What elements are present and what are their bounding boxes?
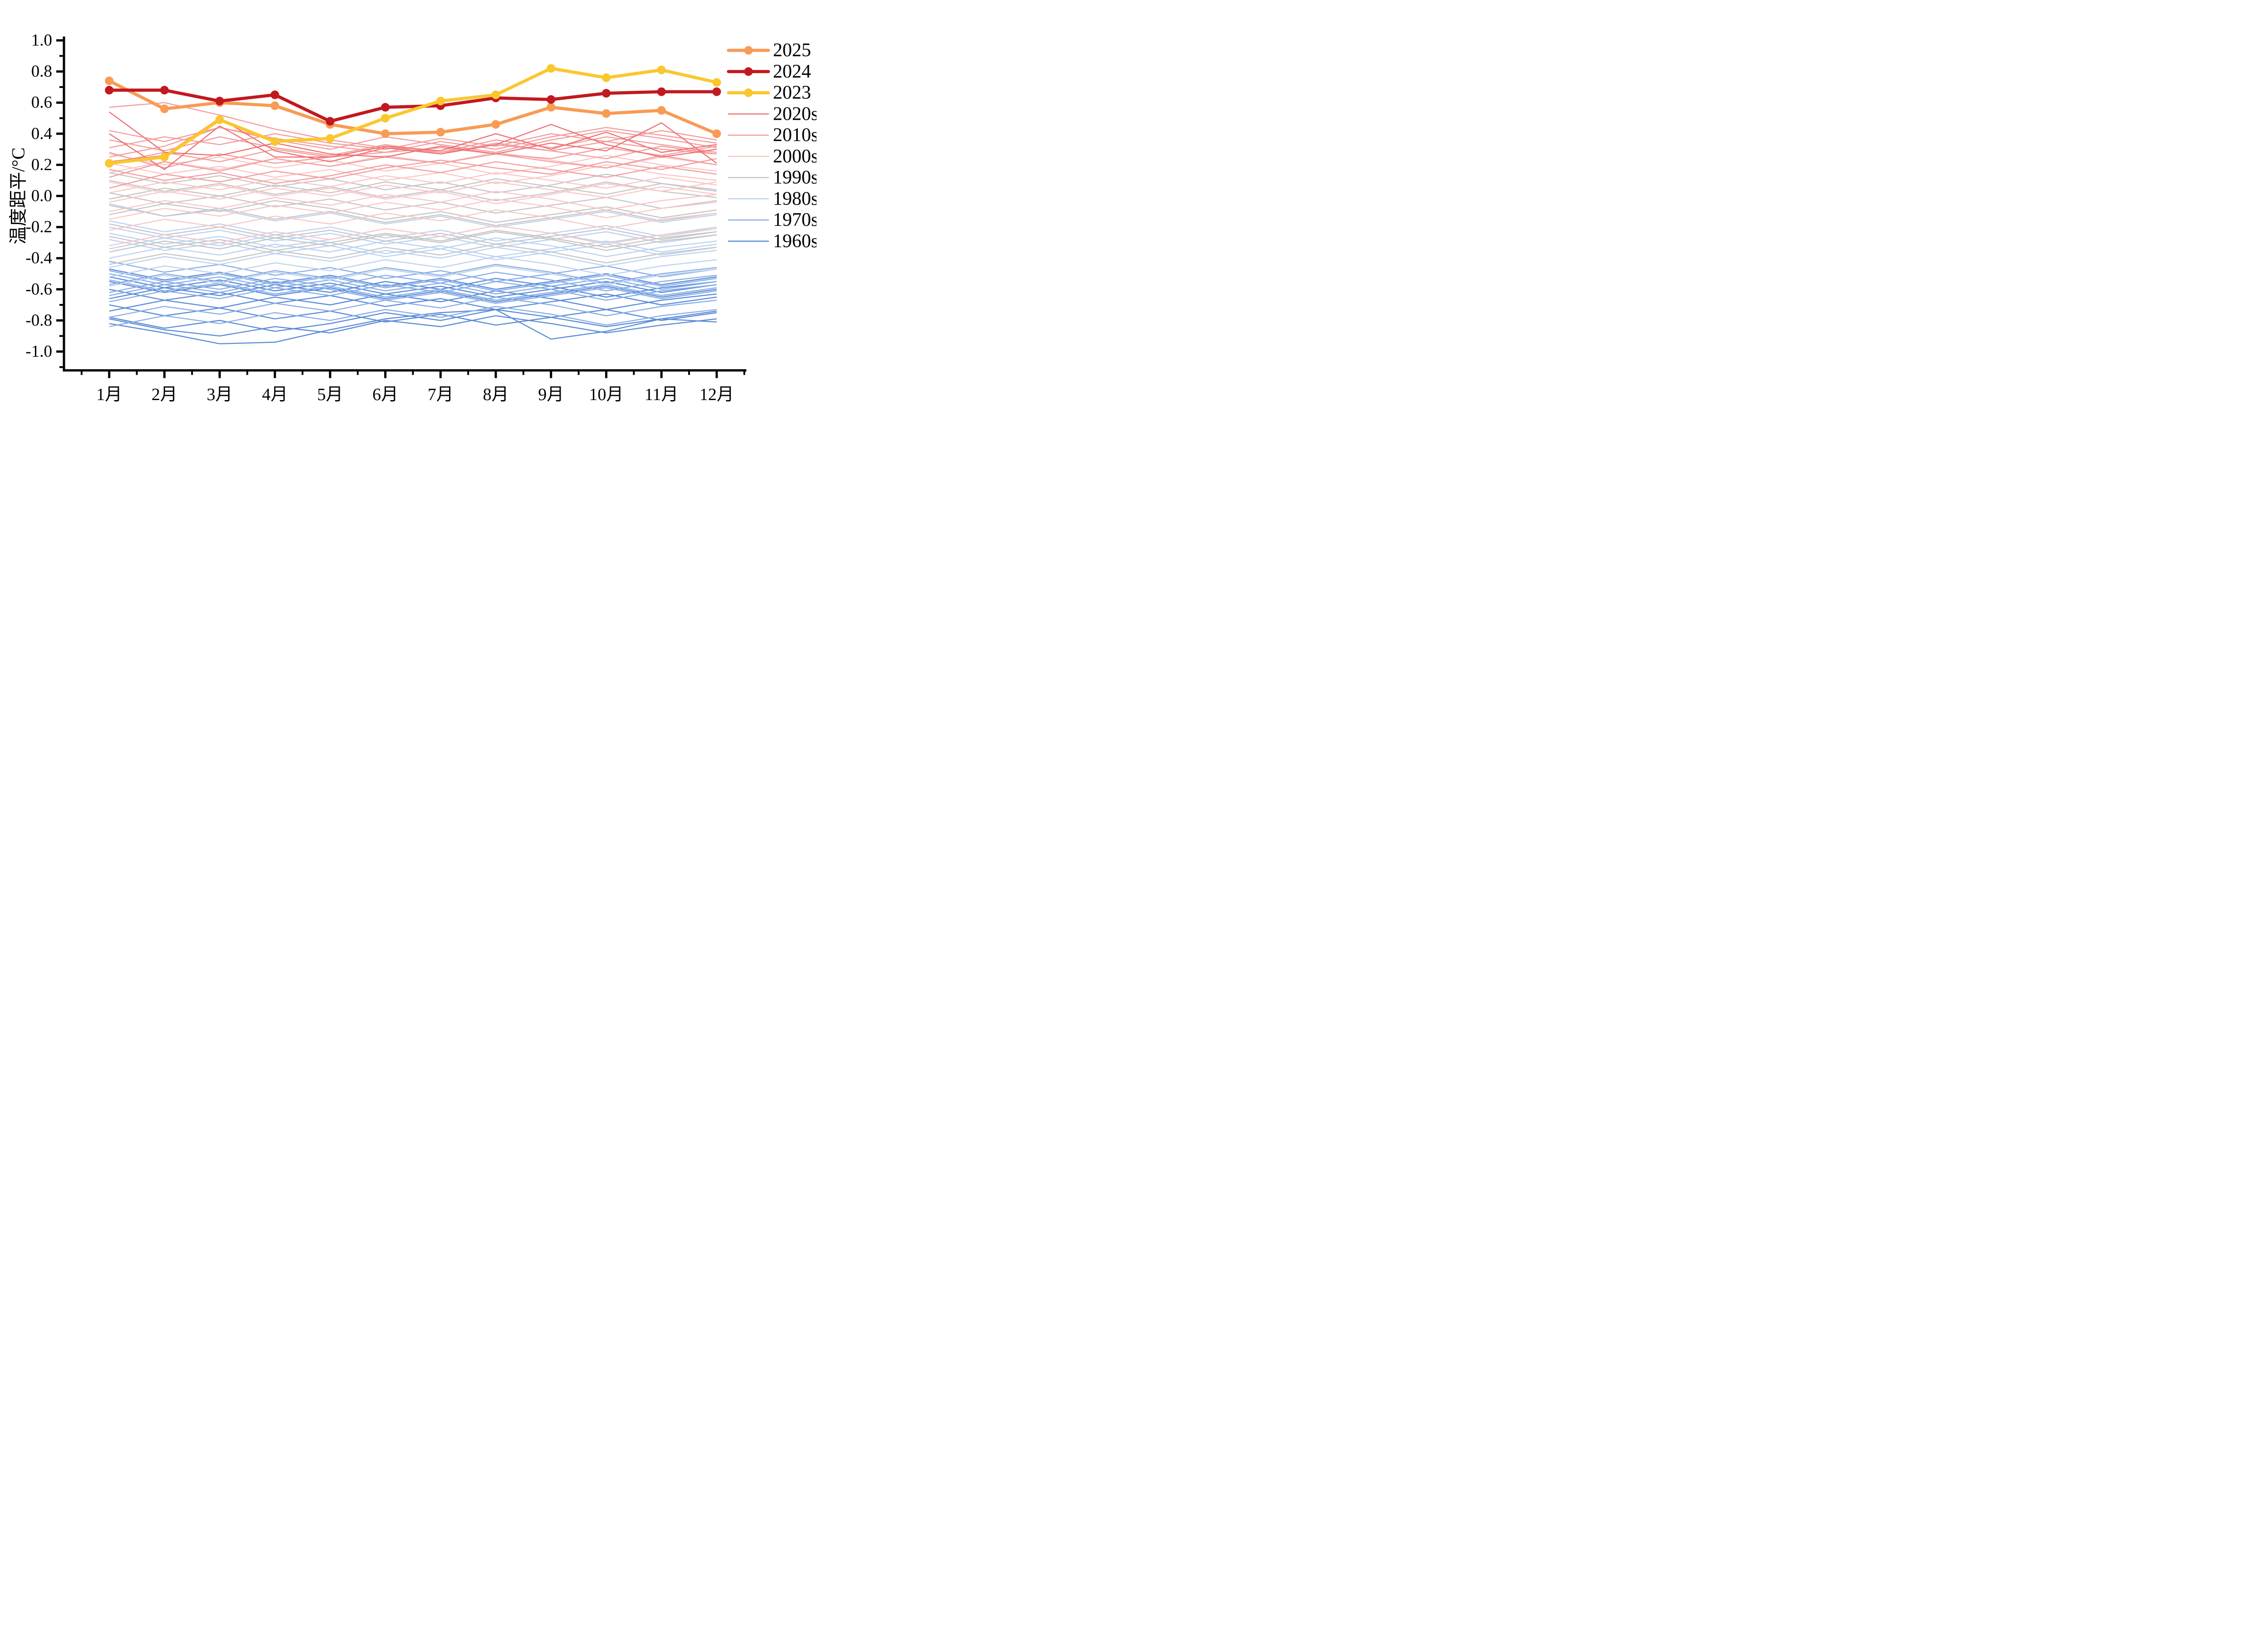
svg-text:2020s: 2020s	[773, 103, 816, 124]
svg-text:-0.6: -0.6	[25, 280, 52, 298]
legend-item-2010s: 2010s	[728, 125, 816, 146]
axes	[63, 36, 747, 372]
svg-text:3月: 3月	[207, 385, 233, 404]
svg-text:9月: 9月	[538, 385, 564, 404]
svg-text:2024: 2024	[773, 61, 811, 82]
svg-text:0.2: 0.2	[31, 156, 52, 174]
legend-item-2024: 2024	[727, 61, 811, 82]
legend-item-1980s: 1980s	[728, 188, 816, 209]
x-axis-ticks	[80, 370, 745, 378]
svg-text:5月: 5月	[317, 385, 343, 404]
svg-text:1960s: 1960s	[773, 231, 816, 252]
svg-text:0.6: 0.6	[31, 93, 52, 112]
legend: 2025202420232020s2010s2000s1990s1980s197…	[727, 40, 816, 252]
svg-text:1970s: 1970s	[773, 210, 816, 230]
legend-item-2020s: 2020s	[728, 103, 816, 124]
svg-text:1.0: 1.0	[31, 31, 52, 50]
legend-item-2025: 2025	[727, 40, 811, 61]
series-2024	[105, 86, 721, 126]
svg-text:1980s: 1980s	[773, 188, 816, 209]
legend-item-1970s: 1970s	[728, 210, 816, 230]
svg-text:8月: 8月	[483, 385, 508, 404]
legend-item-2000s: 2000s	[728, 146, 816, 167]
decade-lines-1980s	[109, 203, 717, 287]
y-axis-tick-labels: 1.0 0.8 0.6 0.4 0.2 0.0 -0.2 -0.4 -0.6 -0.8 -1.0	[25, 31, 52, 361]
y-axis-title: 温度距平/°C	[8, 147, 29, 244]
decade-lines-1970s	[109, 260, 717, 328]
x-axis-tick-labels: 1月 2月 3月 4月 5月 6月 7月 8月 9月 10月 11月 12月	[96, 385, 734, 404]
svg-text:2010s: 2010s	[773, 125, 816, 146]
legend-item-1960s: 1960s	[728, 231, 816, 252]
decade-lines-2010s	[109, 102, 717, 189]
legend-item-2023: 2023	[727, 83, 811, 103]
decade-lines-1960s	[109, 269, 717, 345]
svg-text:11月: 11月	[645, 385, 679, 404]
svg-text:7月: 7月	[428, 385, 454, 404]
svg-text:2023: 2023	[773, 83, 811, 103]
svg-text:10月: 10月	[589, 385, 623, 404]
y-axis-ticks	[56, 39, 64, 368]
svg-text:-0.8: -0.8	[25, 311, 52, 330]
svg-text:4月: 4月	[262, 385, 288, 404]
svg-text:2000s: 2000s	[773, 146, 816, 167]
svg-text:2025: 2025	[773, 40, 811, 61]
svg-text:-1.0: -1.0	[25, 342, 52, 361]
series-2023	[105, 64, 721, 168]
svg-text:0.0: 0.0	[31, 187, 52, 205]
svg-text:2月: 2月	[152, 385, 177, 404]
svg-text:-0.2: -0.2	[25, 218, 52, 236]
svg-text:0.4: 0.4	[31, 124, 52, 143]
svg-text:1990s: 1990s	[773, 167, 816, 188]
svg-text:12月: 12月	[699, 385, 734, 404]
svg-text:6月: 6月	[372, 385, 398, 404]
svg-text:0.8: 0.8	[31, 62, 52, 81]
temperature-anomaly-chart: 1.0 0.8 0.6 0.4 0.2 0.0 -0.2 -0.4 -0.6 -0.8 -1.0 1月…	[0, 0, 816, 408]
legend-item-1990s: 1990s	[728, 167, 816, 188]
svg-text:1月: 1月	[96, 385, 122, 404]
svg-text:-0.4: -0.4	[25, 249, 52, 268]
chart-canvas: 1.0 0.8 0.6 0.4 0.2 0.0 -0.2 -0.4 -0.6 -0.8 -1.0 1月…	[8, 31, 817, 405]
